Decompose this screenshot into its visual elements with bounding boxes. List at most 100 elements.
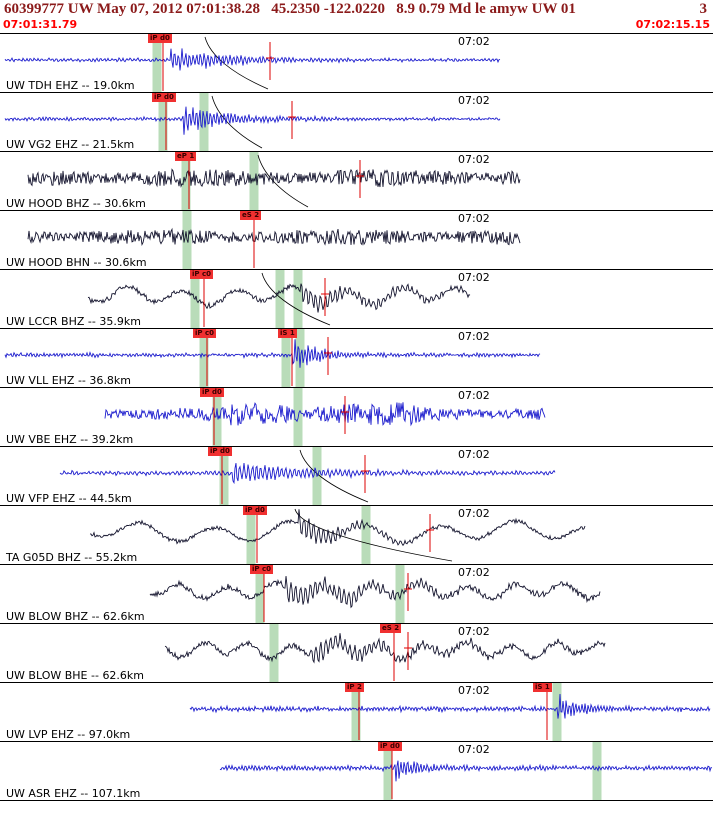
phase-band	[293, 270, 303, 328]
trace-panel[interactable]: 07:02 UW VFP EHZ -- 44.5km iP d0	[0, 447, 713, 506]
phase-band	[152, 34, 162, 92]
trace-time-label: 07:02	[458, 153, 490, 166]
trace-panel[interactable]: 07:02 UW TDH EHZ -- 19.0km iP d0	[0, 34, 713, 93]
phase-pick-flag[interactable]: iP c0	[190, 270, 213, 279]
phase-pick-flag[interactable]: iP c0	[250, 565, 273, 574]
trace-panel[interactable]: 07:02 UW VBE EHZ -- 39.2km iP d0	[0, 388, 713, 447]
trace-panel[interactable]: 07:02 UW VLL EHZ -- 36.8km iP c0 iS 1	[0, 329, 713, 388]
uncertainty-mark[interactable]	[266, 42, 274, 80]
phase-band	[219, 447, 229, 505]
waveform[interactable]	[0, 34, 713, 92]
trace-time-label: 07:02	[458, 448, 490, 461]
waveform[interactable]	[0, 152, 713, 210]
phase-band	[199, 93, 209, 151]
phase-band	[181, 152, 191, 210]
trace-panel[interactable]: 07:02 UW VG2 EHZ -- 21.5km iP d0	[0, 93, 713, 152]
station-label: UW VG2 EHZ -- 21.5km	[6, 138, 135, 151]
event-summary: 60399777 UW May 07, 2012 07:01:38.28 45.…	[4, 1, 576, 17]
phase-pick-flag[interactable]: iP d0	[243, 506, 267, 515]
waveform[interactable]	[0, 93, 713, 151]
waveform-path	[219, 760, 713, 782]
time-window-row: 07:01:31.79 07:02:15.15	[0, 18, 713, 31]
uncertainty-mark[interactable]	[321, 278, 329, 316]
phase-pick-flag[interactable]: iS 1	[278, 329, 297, 338]
station-label: UW LCCR BHZ -- 35.9km	[6, 315, 141, 328]
trace-panel[interactable]: 07:02 UW BLOW BHE -- 62.6km eS 2	[0, 624, 713, 683]
trace-panel[interactable]: 07:02 TA G05D BHZ -- 55.2km iP d0	[0, 506, 713, 565]
phase-pick-flag[interactable]: eS 2	[380, 624, 402, 633]
phase-band	[249, 152, 259, 210]
phase-band	[269, 624, 279, 682]
waveform[interactable]	[0, 742, 713, 800]
waveform[interactable]	[0, 624, 713, 682]
uncertainty-mark[interactable]	[356, 160, 364, 198]
phase-band	[281, 329, 291, 387]
event-header: 60399777 UW May 07, 2012 07:01:38.28 45.…	[0, 0, 713, 18]
phase-pick-flag[interactable]: iP d0	[152, 93, 176, 102]
trace-time-label: 07:02	[458, 625, 490, 638]
waveform[interactable]	[0, 270, 713, 328]
trace-time-label: 07:02	[458, 94, 490, 107]
waveform-path	[4, 106, 501, 135]
station-label: UW TDH EHZ -- 19.0km	[6, 79, 135, 92]
travel-time-curve	[299, 449, 369, 503]
phase-pick-flag[interactable]: iP 2	[345, 683, 364, 692]
travel-time-curve	[204, 36, 269, 90]
travel-time-curve	[257, 154, 309, 208]
waveform[interactable]	[0, 447, 713, 505]
waveform[interactable]	[0, 211, 713, 269]
uncertainty-mark[interactable]	[341, 396, 349, 434]
phase-pick-flag[interactable]: eP 1	[175, 152, 197, 161]
phase-pick-flag[interactable]: iP c0	[193, 329, 216, 338]
uncertainty-mark[interactable]	[404, 573, 412, 611]
uncertainty-mark[interactable]	[288, 101, 296, 139]
trace-time-label: 07:02	[458, 743, 490, 756]
travel-time-curve	[294, 508, 453, 562]
phase-pick-flag[interactable]: iS 1	[533, 683, 552, 692]
waveform-path	[189, 693, 711, 719]
waveform-path	[27, 168, 521, 188]
phase-pick-flag[interactable]: iP d0	[208, 447, 232, 456]
phase-pick-flag[interactable]: iP d0	[200, 388, 224, 397]
trace-panel[interactable]: 07:02 UW ASR EHZ -- 107.1km iP d0	[0, 742, 713, 801]
waveform-path	[104, 402, 546, 427]
waveform[interactable]	[0, 565, 713, 623]
waveform-path	[27, 227, 521, 246]
trace-panel[interactable]: 07:02 UW HOOD BHN -- 30.6km eS 2	[0, 211, 713, 270]
trace-time-label: 07:02	[458, 566, 490, 579]
trace-panel[interactable]: 07:02 UW LVP EHZ -- 97.0km iP 2 iS 1	[0, 683, 713, 742]
travel-time-curve	[211, 95, 263, 149]
trace-panel[interactable]: 07:02 UW HOOD BHZ -- 30.6km eP 1	[0, 152, 713, 211]
phase-pick-flag[interactable]: eS 2	[240, 211, 262, 220]
waveform-path	[4, 48, 501, 71]
trace-panel[interactable]: 07:02 UW LCCR BHZ -- 35.9km iP c0	[0, 270, 713, 329]
phase-band	[361, 506, 371, 564]
waveform[interactable]	[0, 683, 713, 741]
phase-band	[295, 329, 305, 387]
trace-time-label: 07:02	[458, 507, 490, 520]
waveform-path	[89, 509, 586, 547]
phase-pick-flag[interactable]: iP d0	[148, 34, 172, 43]
uncertainty-mark[interactable]	[324, 337, 332, 375]
trace-panel[interactable]: 07:02 UW BLOW BHZ -- 62.6km iP c0	[0, 565, 713, 624]
waveform[interactable]	[0, 329, 713, 387]
window-end-time: 07:02:15.15	[635, 18, 710, 31]
waveform[interactable]	[0, 506, 713, 564]
phase-band	[199, 329, 209, 387]
uncertainty-mark[interactable]	[404, 632, 412, 670]
trace-time-label: 07:02	[458, 35, 490, 48]
waveform-path	[87, 283, 471, 313]
station-label: UW VFP EHZ -- 44.5km	[6, 492, 132, 505]
station-label: UW BLOW BHE -- 62.6km	[6, 669, 145, 682]
phase-pick-flag[interactable]: iP d0	[378, 742, 402, 751]
page-indicator: 3	[699, 1, 708, 17]
uncertainty-mark[interactable]	[361, 455, 369, 493]
uncertainty-mark[interactable]	[426, 514, 434, 552]
trace-time-label: 07:02	[458, 330, 490, 343]
waveform-path	[164, 633, 606, 664]
phase-band	[158, 93, 168, 151]
waveform-path	[149, 576, 601, 609]
waveform[interactable]	[0, 388, 713, 446]
station-label: UW VLL EHZ -- 36.8km	[6, 374, 131, 387]
phase-band	[592, 742, 602, 800]
